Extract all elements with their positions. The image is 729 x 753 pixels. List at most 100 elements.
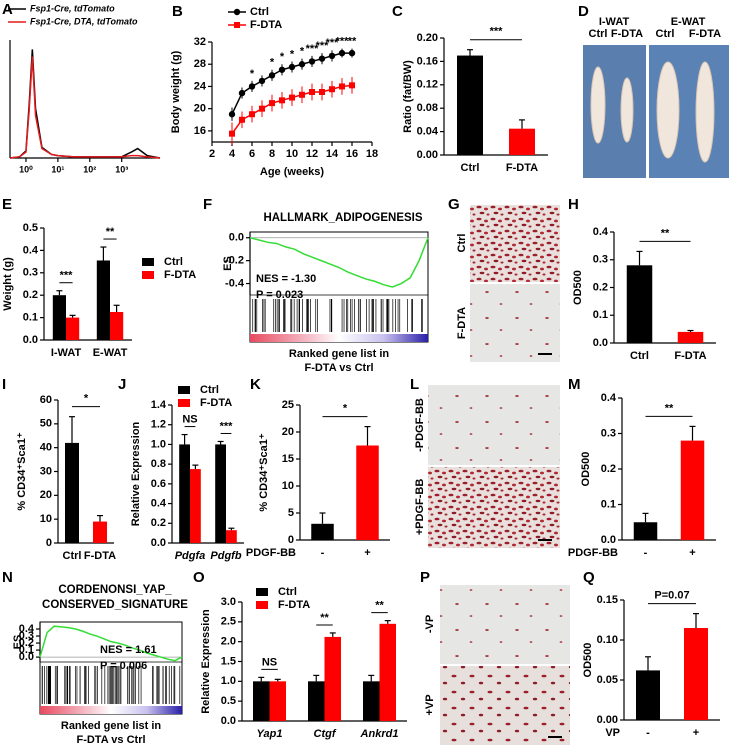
significance: * bbox=[290, 48, 295, 60]
x-tick-label: Pdgfa bbox=[175, 550, 206, 562]
significance: * bbox=[343, 403, 348, 415]
y-tick-label: 0.0 bbox=[23, 334, 38, 346]
marker bbox=[288, 63, 296, 71]
marker bbox=[289, 94, 295, 101]
legend-swatch bbox=[142, 271, 154, 279]
panel-label: B bbox=[172, 3, 183, 20]
legend-label: F-DTA bbox=[278, 599, 310, 611]
bar bbox=[110, 312, 124, 340]
legend-label: Fsp1-Cre, DTA, tdTomato bbox=[30, 16, 138, 26]
significance: NS bbox=[182, 413, 197, 425]
y-tick-label: 50 bbox=[40, 418, 52, 430]
x-tick-label: Ctrl bbox=[630, 350, 649, 362]
tissue bbox=[590, 66, 606, 144]
legend-marker bbox=[234, 22, 240, 28]
panel-label: F bbox=[203, 196, 212, 213]
marker bbox=[239, 116, 245, 123]
micrograph bbox=[428, 385, 560, 465]
y-tick-label: 0.2 bbox=[151, 517, 166, 529]
bar bbox=[356, 445, 379, 540]
bar bbox=[633, 522, 658, 540]
x-tick-label: + bbox=[693, 727, 699, 739]
y-tick-label: 2.0 bbox=[221, 636, 236, 648]
x-axis-label: Ranked gene list in bbox=[289, 348, 390, 360]
micrograph bbox=[440, 585, 570, 664]
significance: * bbox=[300, 46, 305, 58]
marker bbox=[248, 83, 256, 90]
y-tick-label: 15 bbox=[282, 453, 294, 465]
y-axis-label: OD500 bbox=[572, 270, 584, 305]
legend-label: Ctrl bbox=[200, 384, 219, 396]
y-tick-label: 0.08 bbox=[417, 102, 438, 114]
y-tick-label: 20 bbox=[194, 103, 206, 115]
x-tick-label: - bbox=[646, 727, 650, 739]
significance: *** bbox=[60, 270, 74, 282]
y-tick-label: 0.04 bbox=[417, 126, 439, 138]
y-tick-label: 25 bbox=[282, 399, 294, 411]
y-tick-label: 0.2 bbox=[601, 463, 616, 475]
legend-label: Fsp1-Cre, tdTomato bbox=[30, 3, 115, 13]
significance: P=0.07 bbox=[654, 590, 689, 602]
legend-label: F-DTA bbox=[164, 269, 196, 281]
y-tick-label: 0.2 bbox=[593, 281, 608, 293]
bar bbox=[363, 681, 380, 721]
plot-frame bbox=[249, 231, 429, 343]
panel-label: P bbox=[420, 569, 430, 586]
bar bbox=[684, 628, 708, 720]
significance: ** bbox=[106, 226, 115, 238]
panel-label: D bbox=[578, 3, 589, 20]
y-tick-label: 0.0 bbox=[151, 537, 166, 549]
image-label: -VP bbox=[424, 615, 436, 633]
x-tick-label: + bbox=[364, 547, 370, 559]
panel-label: K bbox=[250, 376, 261, 393]
y-tick-label: 20 bbox=[282, 426, 294, 438]
image-header: I-WAT bbox=[599, 16, 630, 28]
bar bbox=[677, 331, 704, 343]
panel-label: L bbox=[410, 376, 419, 393]
y-tick-label: 40 bbox=[40, 442, 52, 454]
y-axis-label: OD500 bbox=[580, 452, 592, 487]
y-tick-label: 0.5 bbox=[23, 222, 38, 234]
legend-swatch bbox=[142, 258, 154, 266]
y-axis-label: Weight (g) bbox=[2, 257, 14, 311]
x-axis-label: PDGF-BB bbox=[568, 547, 618, 559]
image-label: Ctrl bbox=[456, 234, 468, 253]
bar bbox=[190, 469, 201, 543]
legend-swatch bbox=[256, 601, 268, 609]
significance: ** bbox=[661, 227, 670, 239]
marker bbox=[329, 86, 335, 93]
panel-label: N bbox=[2, 569, 13, 586]
y-tick-label: 0.3 bbox=[23, 267, 38, 279]
legend-swatch bbox=[178, 386, 190, 394]
x-tick-label: F-DTA bbox=[506, 162, 538, 174]
y-tick-label: 0.16 bbox=[417, 55, 438, 67]
panel-label: Q bbox=[583, 569, 595, 586]
x-tick-label: 8 bbox=[269, 148, 275, 160]
y-tick-label: 0.4 bbox=[23, 244, 39, 256]
bar bbox=[93, 521, 107, 543]
y-axis-label: Body weight (g) bbox=[170, 50, 182, 133]
image-header: E-WAT bbox=[671, 16, 706, 28]
marker bbox=[249, 111, 255, 118]
y-tick-label: 0.1 bbox=[23, 312, 38, 324]
y-tick-label: 1.0 bbox=[221, 675, 236, 687]
y-tick-label: 0.1 bbox=[19, 644, 34, 656]
legend-swatch bbox=[256, 588, 268, 596]
panel-label: O bbox=[193, 569, 205, 586]
y-tick-label: -0.2 bbox=[225, 255, 244, 267]
y-tick-label: 0.4 bbox=[593, 226, 609, 238]
marker bbox=[308, 58, 316, 65]
marker bbox=[338, 49, 346, 57]
tissue bbox=[620, 77, 634, 143]
y-tick-label: 0.0 bbox=[593, 337, 608, 349]
panel-label: C bbox=[392, 3, 403, 20]
y-axis-label: OD500 bbox=[582, 643, 594, 678]
micrograph bbox=[428, 467, 560, 548]
bar bbox=[66, 317, 80, 340]
x-tick-label: + bbox=[689, 547, 695, 559]
annotation: P = 0.023 bbox=[256, 289, 303, 301]
y-tick-label: 0.3 bbox=[601, 427, 616, 439]
y-tick-label: 0 bbox=[288, 534, 294, 546]
marker bbox=[278, 66, 286, 73]
